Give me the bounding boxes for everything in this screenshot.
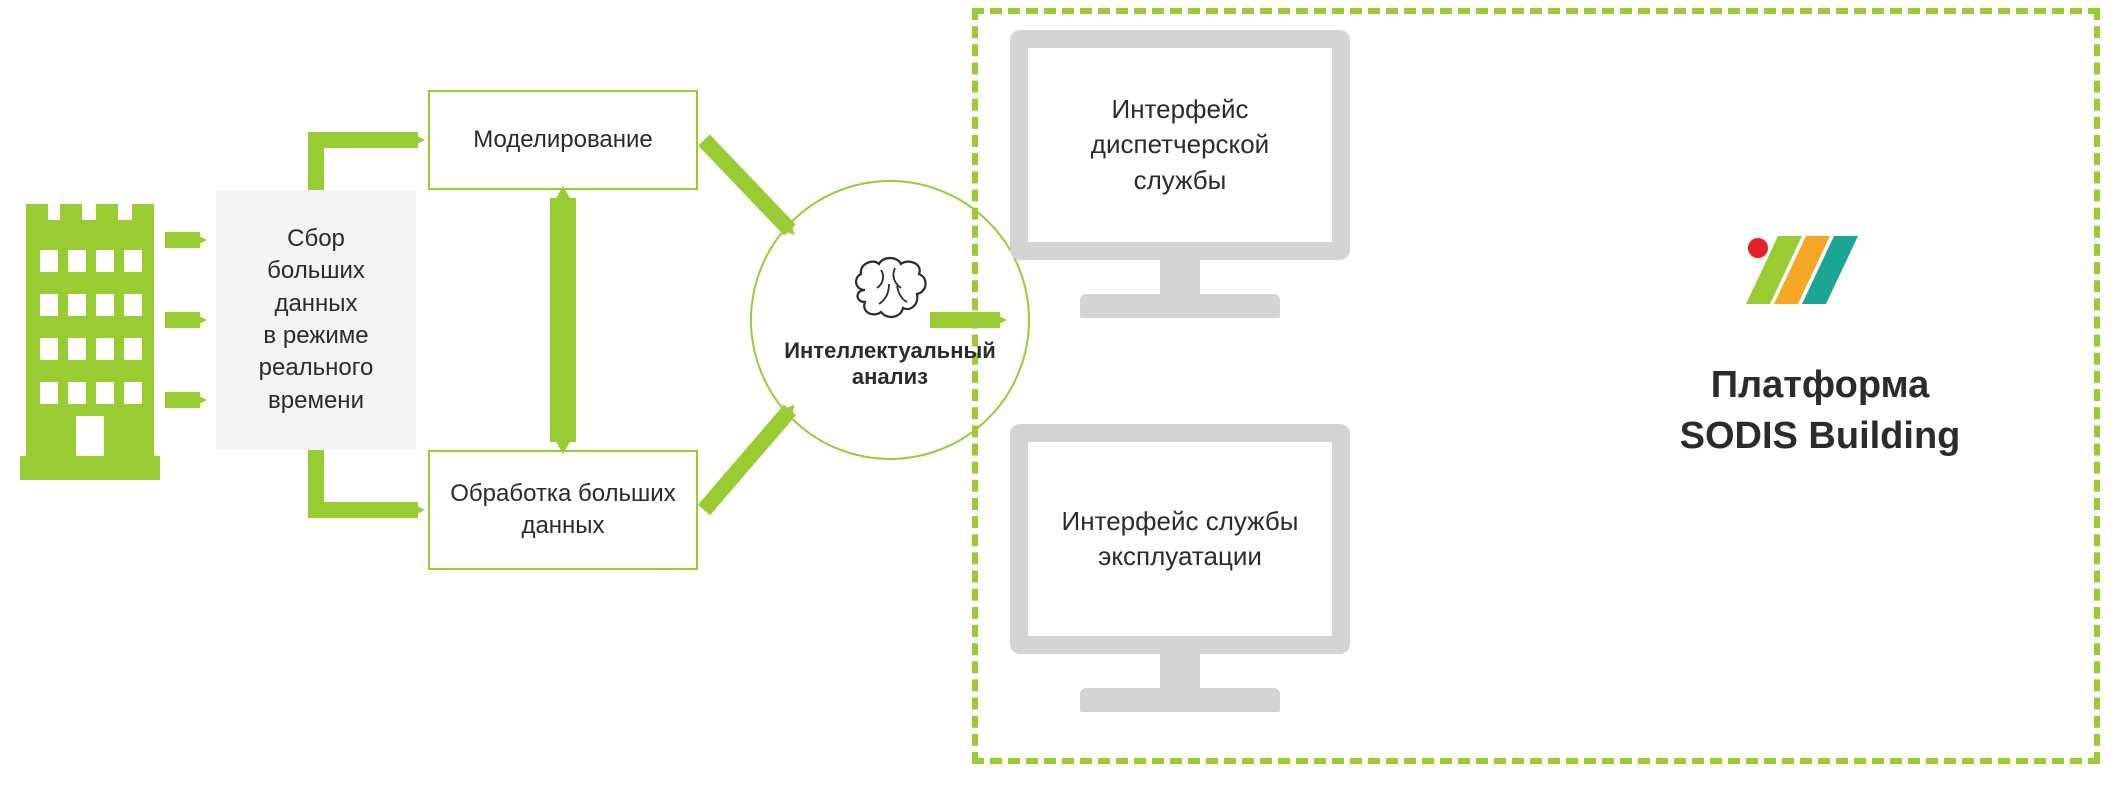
arrow-collect-to-modeling <box>316 140 418 190</box>
diagram-canvas: Сбор большихданныхв режимереальноговреме… <box>0 0 2125 786</box>
arrows-layer <box>0 0 2125 786</box>
arrow-modeling-to-analysis <box>704 140 790 230</box>
arrow-collect-to-processing <box>316 450 418 510</box>
arrow-processing-to-analysis <box>704 410 790 510</box>
